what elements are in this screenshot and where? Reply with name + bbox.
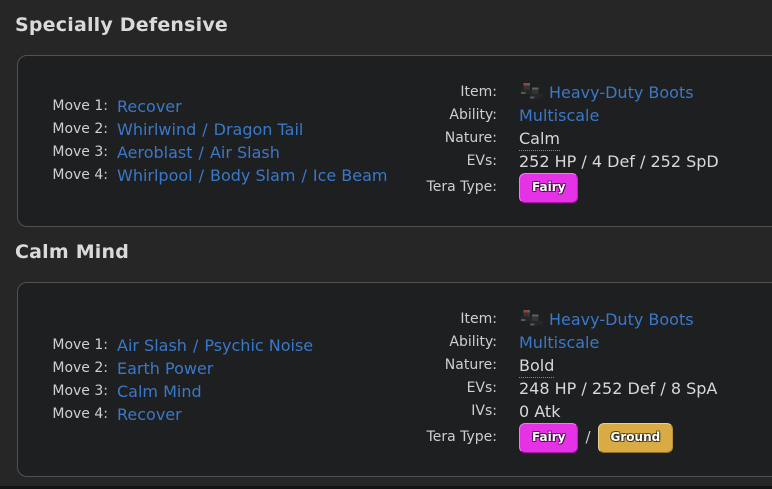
- moveset-card: Move 1: Air Slash / Psychic Noise Move 2…: [17, 282, 772, 477]
- item-row: Item: Heavy-Duty Boots: [409, 81, 772, 104]
- move-link[interactable]: Dragon Tail: [213, 120, 304, 139]
- move-link[interactable]: Recover: [117, 404, 182, 424]
- tera-type-row: Tera Type: Fairy: [409, 172, 772, 203]
- heavy-duty-boots-icon: [521, 309, 543, 325]
- move-separator: /: [301, 166, 307, 185]
- item-label: Item:: [460, 311, 497, 327]
- move-row: Move 4: Whirlpool / Body Slam / Ice Beam: [18, 164, 409, 187]
- move-link[interactable]: Recover: [117, 97, 182, 116]
- ability-row: Ability: Multiscale: [409, 331, 772, 354]
- move-slot-label: Move 4:: [52, 167, 108, 183]
- evs-row: EVs: 252 HP / 4 Def / 252 SpD: [409, 150, 772, 173]
- move-separator: /: [198, 143, 204, 162]
- move-link[interactable]: Air Slash: [117, 335, 187, 355]
- tera-type-badge-fairy[interactable]: Fairy: [519, 172, 579, 203]
- tera-type-badge-fairy[interactable]: Fairy: [519, 422, 579, 453]
- tera-type-separator: /: [585, 428, 591, 446]
- move-row: Move 2: Whirlwind / Dragon Tail: [18, 118, 409, 141]
- move-slot-label: Move 2:: [52, 121, 108, 137]
- move-slot-label: Move 4:: [52, 405, 108, 422]
- move-slot-label: Move 3:: [52, 144, 108, 160]
- nature-row: Nature: Calm: [409, 127, 772, 151]
- nature-label: Nature:: [444, 357, 497, 373]
- move-row: Move 1: Recover: [18, 95, 409, 118]
- tera-type-badge-ground[interactable]: Ground: [597, 422, 674, 453]
- ability-link[interactable]: Multiscale: [519, 333, 600, 352]
- tera-type-label: Tera Type:: [426, 429, 497, 445]
- nature-label: Nature:: [444, 130, 497, 146]
- move-slot-label: Move 2:: [52, 359, 108, 376]
- evs-value: 252 HP / 4 Def / 252 SpD: [519, 152, 719, 171]
- ability-link[interactable]: Multiscale: [519, 106, 600, 125]
- set-details: Item: Heavy-Duty Boots Ability:: [409, 81, 772, 203]
- move-row: Move 4: Recover: [18, 403, 409, 426]
- ivs-value: 0 Atk: [519, 402, 561, 421]
- move-link[interactable]: Body Slam: [210, 166, 296, 185]
- move-slot-label: Move 3:: [52, 382, 108, 399]
- move-link[interactable]: Ice Beam: [312, 166, 388, 185]
- move-separator: /: [198, 166, 204, 185]
- move-row: Move 3: Aeroblast / Air Slash: [18, 141, 409, 164]
- moves-list: Move 1: Air Slash / Psychic Noise Move 2…: [18, 334, 409, 426]
- heavy-duty-boots-icon: [521, 82, 543, 98]
- evs-value: 248 HP / 252 Def / 8 SpA: [519, 379, 718, 398]
- move-row: Move 1: Air Slash / Psychic Noise: [18, 334, 409, 357]
- set-name-heading: Specially Defensive: [15, 14, 229, 36]
- move-row: Move 3: Calm Mind: [18, 380, 409, 403]
- item-link[interactable]: Heavy-Duty Boots: [549, 83, 694, 102]
- moveset-card: Move 1: Recover Move 2: Whirlwind / Drag…: [17, 55, 772, 227]
- set-name-heading: Calm Mind: [15, 241, 130, 263]
- nature-value: Calm: [519, 127, 561, 151]
- ability-label: Ability:: [449, 107, 497, 123]
- move-slot-label: Move 1:: [52, 98, 108, 114]
- item-label: Item:: [460, 84, 497, 100]
- move-slot-label: Move 1:: [52, 336, 108, 353]
- evs-row: EVs: 248 HP / 252 Def / 8 SpA: [409, 377, 772, 400]
- move-separator: /: [192, 335, 199, 355]
- move-link[interactable]: Air Slash: [209, 143, 280, 162]
- move-link[interactable]: Psychic Noise: [204, 335, 314, 355]
- item-row: Item: Heavy-Duty Boots: [409, 308, 772, 331]
- move-link[interactable]: Whirlpool: [117, 166, 193, 185]
- nature-row: Nature: Bold: [409, 354, 772, 378]
- move-link[interactable]: Calm Mind: [117, 381, 202, 401]
- ability-row: Ability: Multiscale: [409, 104, 772, 127]
- move-link[interactable]: Aeroblast: [117, 143, 193, 162]
- tera-type-row: Tera Type: Fairy / Ground: [409, 422, 772, 453]
- move-row: Move 2: Earth Power: [18, 357, 409, 380]
- item-link[interactable]: Heavy-Duty Boots: [549, 310, 694, 329]
- evs-label: EVs:: [466, 380, 497, 396]
- moves-list: Move 1: Recover Move 2: Whirlwind / Drag…: [18, 95, 409, 187]
- move-link[interactable]: Earth Power: [117, 358, 214, 378]
- evs-label: EVs:: [466, 153, 497, 169]
- nature-value: Bold: [519, 354, 555, 378]
- page-bottom-edge: [0, 486, 772, 489]
- move-separator: /: [202, 120, 208, 139]
- ivs-label: IVs:: [471, 403, 497, 419]
- tera-type-label: Tera Type:: [426, 179, 497, 195]
- move-link[interactable]: Whirlwind: [117, 120, 197, 139]
- ivs-row: IVs: 0 Atk: [409, 400, 772, 423]
- ability-label: Ability:: [449, 334, 497, 350]
- set-details: Item: Heavy-Duty Boots Ability:: [409, 308, 772, 453]
